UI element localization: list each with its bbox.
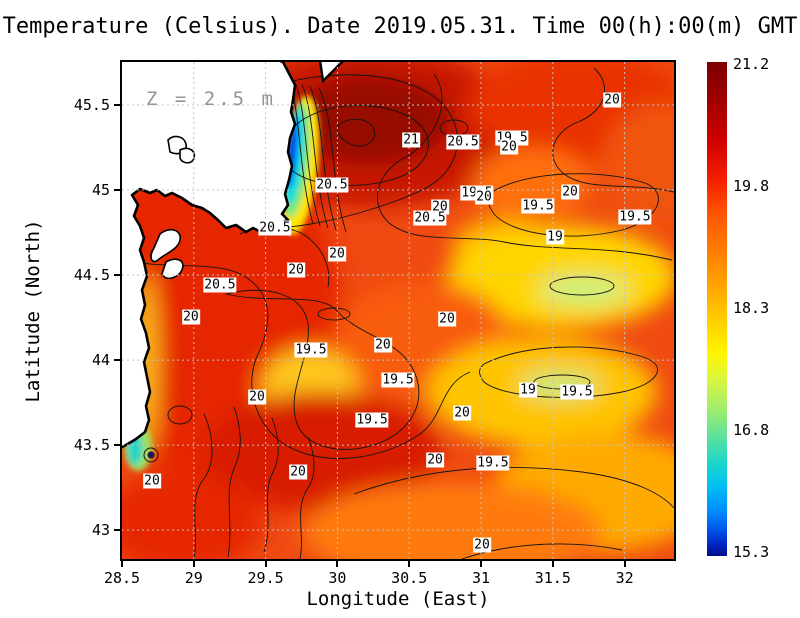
contour-label: 20.5 xyxy=(413,210,447,226)
x-tick-label: 30 xyxy=(328,569,347,587)
y-tick-label: 43.5 xyxy=(73,436,110,455)
x-tick-label: 31.5 xyxy=(534,569,571,587)
colorbar xyxy=(707,62,727,556)
y-tick-mark xyxy=(114,274,120,277)
x-tick-mark xyxy=(480,561,482,567)
temperature-map xyxy=(122,62,674,559)
contour-label: 20.5 xyxy=(203,277,237,293)
x-tick-mark xyxy=(192,561,195,567)
contour-label: 21 xyxy=(402,132,420,148)
y-tick-mark xyxy=(114,444,120,447)
contour-label: 20 xyxy=(603,92,621,108)
contour-label: 20 xyxy=(287,262,305,278)
contour-label: 20 xyxy=(328,246,346,262)
x-tick-label: 31 xyxy=(471,569,491,587)
x-tick-mark xyxy=(336,561,339,567)
contour-label: 19 xyxy=(519,382,537,398)
x-tick-label: 30.5 xyxy=(391,569,428,587)
contour-label: 20 xyxy=(561,184,579,200)
chart-title: Temperature (Celsius). Date 2019.05.31. … xyxy=(2,14,798,39)
contour-label: 20 xyxy=(438,311,456,327)
contour-label: 19.5 xyxy=(381,372,415,388)
x-axis-title: Longitude (East) xyxy=(306,588,490,610)
y-tick-label: 45.5 xyxy=(73,96,110,115)
y-axis-title: Latitude (North) xyxy=(22,219,44,403)
contour-label: 19.5 xyxy=(560,384,594,400)
contour-label: 20 xyxy=(182,309,200,325)
coastline-land xyxy=(122,62,297,449)
contour-label: 19.5 xyxy=(618,209,652,225)
contour-label: 19.5 xyxy=(521,198,555,214)
contour-label: 20 xyxy=(473,537,491,553)
cold-spot-marker xyxy=(147,451,155,459)
contour-label: 20.5 xyxy=(446,134,480,150)
x-tick-label: 29.5 xyxy=(247,569,284,587)
lagoons xyxy=(150,135,196,280)
colorbar-tick-label: 21.2 xyxy=(733,55,770,73)
x-tick-label: 29 xyxy=(184,569,203,587)
x-tick-label: 32 xyxy=(615,569,634,587)
map-plot-area: Z = 2.5 m 2120.519.5202020.52019.52019.5… xyxy=(120,60,676,561)
x-tick-mark xyxy=(408,561,411,567)
contour-label: 19.5 xyxy=(355,412,389,428)
depth-annotation: Z = 2.5 m xyxy=(146,88,276,110)
y-tick-mark xyxy=(114,104,120,107)
contour-label: 20 xyxy=(453,405,471,421)
gridlines xyxy=(122,62,674,559)
y-tick-label: 44.5 xyxy=(73,266,110,285)
x-tick-mark xyxy=(551,561,554,567)
y-tick-label: 44 xyxy=(91,351,110,370)
y-tick-mark xyxy=(114,529,120,532)
contour-label: 20.5 xyxy=(258,220,292,236)
x-tick-mark xyxy=(264,561,267,567)
contour-label: 20 xyxy=(426,452,444,468)
contour-label: 20 xyxy=(500,139,518,155)
contour-label: 19.5 xyxy=(294,342,328,358)
cold-spot-ring xyxy=(143,447,159,463)
colorbar-tick-label: 16.8 xyxy=(733,421,770,439)
contour-label: 20 xyxy=(143,473,161,489)
north-coast-wedge xyxy=(319,62,344,84)
x-tick-mark xyxy=(623,561,626,567)
contour-label: 20 xyxy=(289,464,307,480)
contour-label: 20 xyxy=(374,337,392,353)
x-tick-mark xyxy=(121,561,123,567)
contour-label: 20 xyxy=(248,389,266,405)
colorbar-tick-label: 19.8 xyxy=(733,177,770,195)
colorbar-tick-label: 15.3 xyxy=(733,543,770,561)
y-tick-mark xyxy=(114,359,120,362)
contour-label: 20 xyxy=(475,189,493,205)
x-tick-label: 28.5 xyxy=(103,569,141,587)
contour-label: 19 xyxy=(546,229,564,245)
y-tick-label: 45 xyxy=(91,181,110,200)
y-tick-label: 43 xyxy=(91,521,110,540)
contour-label: 20.5 xyxy=(315,177,349,193)
contour-label: 19.5 xyxy=(476,455,510,471)
colorbar-tick-label: 18.3 xyxy=(733,299,770,317)
y-tick-mark xyxy=(114,189,120,192)
